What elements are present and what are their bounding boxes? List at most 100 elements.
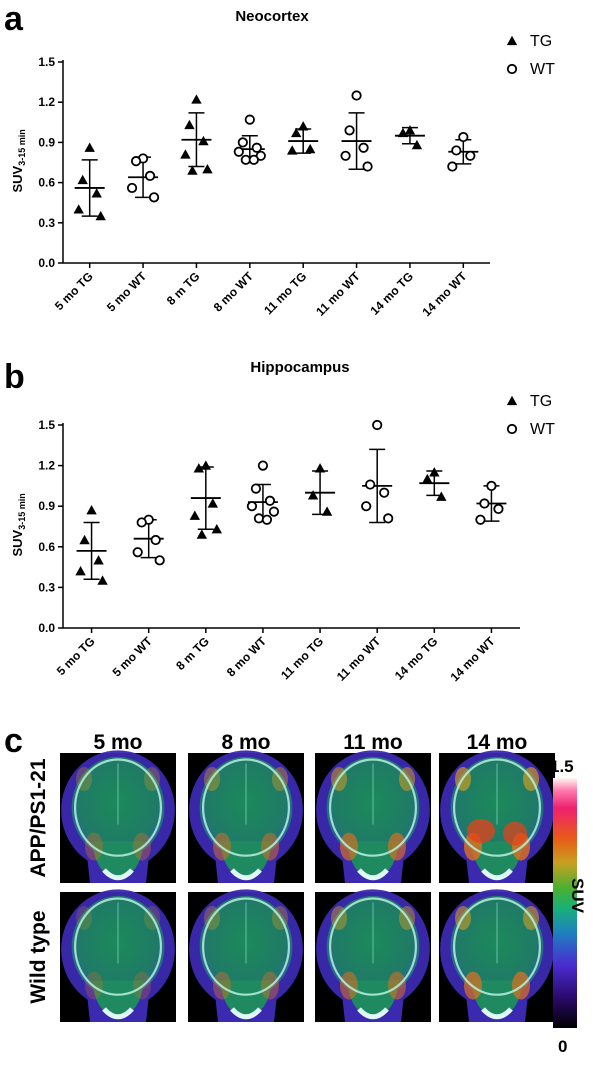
colorbar-min-label: 0 [558, 1037, 567, 1056]
data-point [191, 94, 202, 104]
y-tick-label: 0.9 [38, 499, 55, 513]
pet-image [188, 889, 304, 1022]
data-point [180, 149, 191, 159]
pet-image [60, 889, 176, 1022]
legend-marker [506, 395, 518, 406]
category-label: 5 mo WT [104, 269, 150, 315]
data-point [314, 463, 326, 473]
data-point [187, 165, 198, 175]
legend-label: WT [530, 61, 555, 78]
data-point [475, 514, 486, 525]
data-point [233, 146, 244, 157]
data-point [237, 137, 248, 148]
data-point [493, 503, 504, 515]
data-point [304, 143, 316, 154]
data-point [383, 513, 394, 524]
category-label: 8 mo WT [224, 634, 270, 680]
y-tick-label: 0.3 [38, 216, 55, 230]
data-point [132, 547, 143, 558]
data-point [126, 182, 138, 194]
data-point [184, 119, 195, 130]
data-point [193, 463, 205, 473]
data-point [198, 135, 209, 146]
category-label: 14 mo TG [367, 269, 416, 318]
legend-label: TG [530, 393, 552, 410]
data-point [136, 517, 147, 528]
colorbar-gradient [553, 778, 577, 1028]
pet-image [188, 750, 304, 883]
y-tick-label: 0.6 [38, 176, 55, 190]
category-label: 11 mo WT [313, 269, 363, 319]
data-point [84, 142, 95, 152]
data-point [86, 505, 97, 515]
image-column-label: 14 mo [467, 731, 528, 754]
panel-letter-b: b [4, 358, 25, 396]
category-label: 14 mo WT [448, 634, 498, 684]
data-point [253, 513, 265, 524]
data-point [189, 510, 201, 520]
category-label: 8 m TG [173, 634, 212, 673]
data-point [286, 145, 298, 155]
hippocampus-chart: Hippocampus 0.0 0.3 0.6 0.9 1.2 1.5 SUV3-15 min… [10, 359, 555, 684]
pet-image [439, 889, 555, 1022]
colorbar: 1.5 0 SUV [550, 757, 587, 1056]
pet-image-grid: 5 mo 8 mo 11 mo 14 mo APP/PS1-21 Wild type [27, 731, 555, 1022]
panel-letter-c: c [4, 722, 23, 760]
data-point [257, 460, 269, 471]
legend-label: WT [530, 421, 555, 438]
y-tick-label: 0.6 [38, 540, 55, 554]
data-point [351, 90, 362, 101]
data-point [340, 150, 351, 161]
data-point [73, 204, 84, 214]
data-point [397, 127, 409, 138]
data-point [91, 188, 102, 198]
chart-title: Hippocampus [250, 359, 349, 376]
category-label: 11 mo WT [334, 634, 384, 684]
legend-label: TG [530, 33, 552, 50]
data-point [154, 555, 165, 566]
data-point [75, 565, 86, 576]
y-tick-label: 1.5 [38, 418, 55, 432]
data-point [211, 524, 223, 534]
data-point [250, 483, 262, 494]
data-point [268, 506, 280, 517]
category-label: 8 mo WT [211, 269, 257, 315]
data-point [244, 114, 255, 125]
panel-b: b Hippocampus 0.0 0.3 0.6 0.9 1.2 1.5 SUV3-15 m… [4, 358, 555, 684]
image-column-label: 5 mo [93, 731, 142, 754]
data-point [297, 121, 309, 131]
colorbar-unit-label: SUV [568, 878, 587, 914]
data-point [264, 495, 276, 506]
pet-image [315, 889, 431, 1022]
pet-image [315, 750, 431, 883]
category-label: 5 mo WT [110, 634, 156, 680]
y-tick-label: 0.0 [38, 256, 55, 270]
data-point [77, 174, 88, 185]
data-point [202, 164, 213, 174]
data-point [404, 125, 416, 135]
data-point [144, 170, 156, 181]
data-point [200, 460, 212, 470]
y-tick-label: 0.3 [38, 580, 55, 594]
data-point [451, 145, 462, 156]
data-point [447, 161, 458, 172]
pet-image [60, 750, 176, 883]
y-tick-label: 0.9 [38, 135, 55, 149]
colorbar-max-label: 1.5 [550, 757, 574, 776]
neocortex-chart: Neocortex 0.0 0.3 0.6 0.9 1.2 1.5 SUV3-15 min 5 … [10, 8, 555, 319]
y-tick-label: 0.0 [38, 621, 55, 635]
image-row-label: APP/PS1-21 [27, 758, 50, 877]
pet-image [439, 750, 555, 883]
data-point [148, 192, 160, 203]
data-point [361, 501, 372, 512]
data-point [479, 498, 490, 509]
data-point [411, 139, 423, 150]
data-point [365, 479, 376, 490]
data-point [130, 156, 142, 167]
data-point [248, 154, 259, 165]
y-axis-label: SUV3-15 min [10, 129, 27, 192]
data-point [358, 142, 369, 153]
image-row-label: Wild type [27, 910, 50, 1003]
